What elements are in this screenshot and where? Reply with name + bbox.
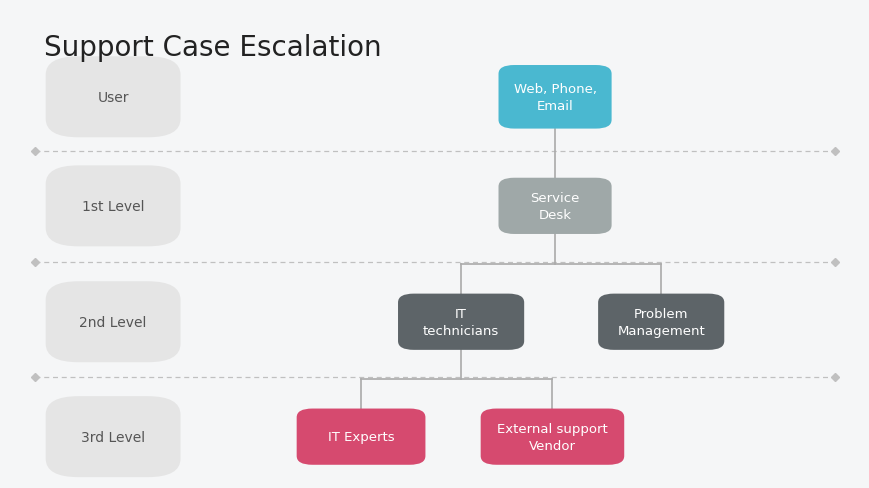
- Text: 3rd Level: 3rd Level: [81, 430, 145, 444]
- Text: Service
Desk: Service Desk: [530, 191, 579, 222]
- FancyBboxPatch shape: [498, 66, 611, 129]
- FancyBboxPatch shape: [296, 409, 425, 465]
- FancyBboxPatch shape: [46, 282, 181, 363]
- FancyBboxPatch shape: [46, 396, 181, 477]
- FancyBboxPatch shape: [498, 179, 611, 235]
- Text: Problem
Management: Problem Management: [617, 307, 704, 337]
- Text: Web, Phone,
Email: Web, Phone, Email: [513, 82, 596, 113]
- Text: IT
technicians: IT technicians: [422, 307, 499, 337]
- FancyBboxPatch shape: [46, 166, 181, 247]
- Text: External support
Vendor: External support Vendor: [496, 422, 607, 452]
- Text: Support Case Escalation: Support Case Escalation: [43, 34, 381, 62]
- FancyBboxPatch shape: [398, 294, 523, 350]
- FancyBboxPatch shape: [598, 294, 724, 350]
- Text: 1st Level: 1st Level: [82, 200, 144, 213]
- Text: IT Experts: IT Experts: [328, 430, 394, 443]
- FancyBboxPatch shape: [480, 409, 624, 465]
- Text: 2nd Level: 2nd Level: [79, 315, 147, 329]
- FancyBboxPatch shape: [46, 57, 181, 138]
- Text: User: User: [97, 91, 129, 104]
